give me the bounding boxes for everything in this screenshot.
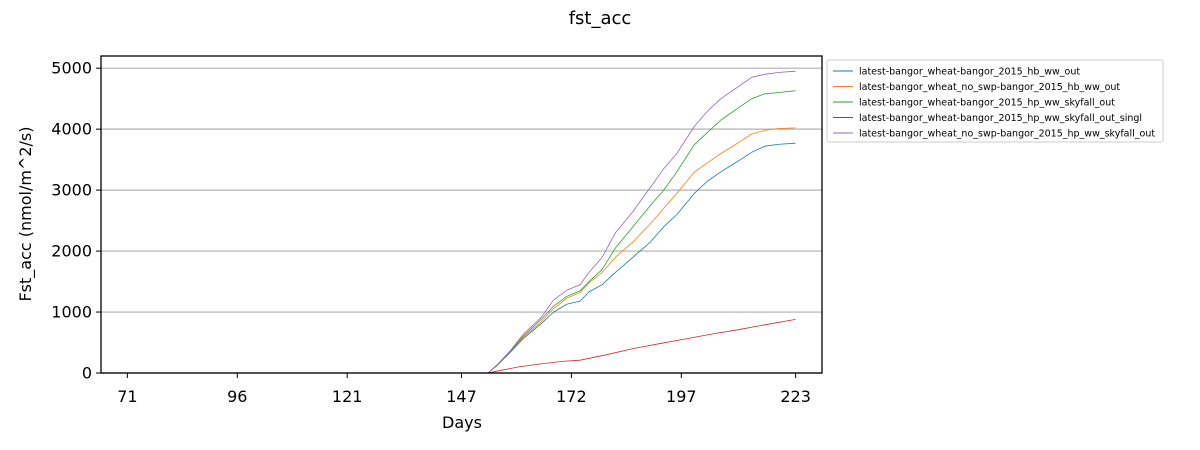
y-axis-title: Fst_acc (nmol/m^2/s) [16, 126, 36, 301]
y-tick-label: 4000 [51, 120, 92, 139]
y-tick-label: 3000 [51, 181, 92, 200]
x-tick-label: 121 [332, 387, 363, 406]
legend-label: latest-bangor_wheat-bangor_2015_hp_ww_sk… [859, 113, 1142, 124]
series-layer [127, 70, 796, 374]
x-tick-label: 147 [446, 387, 477, 406]
legend-label: latest-bangor_wheat-bangor_2015_hp_ww_sk… [859, 98, 1115, 109]
series-line-1 [127, 142, 796, 374]
legend-label: latest-bangor_wheat_no_swp-bangor_2015_h… [859, 129, 1155, 140]
x-axis: 71 96 121 147 172 197 223 [117, 373, 811, 406]
y-tick-label: 0 [82, 364, 92, 383]
y-axis: 0 1000 2000 3000 4000 5000 [51, 59, 101, 383]
x-axis-title: Days [442, 413, 482, 432]
grid-lines [101, 67, 822, 374]
plot-frame [100, 55, 823, 374]
series-line-3 [127, 90, 796, 374]
chart-title: fst_acc [569, 8, 632, 29]
legend-box [826, 59, 1164, 143]
x-tick-label: 71 [117, 387, 137, 406]
y-tick-label: 1000 [51, 303, 92, 322]
x-tick-label: 197 [666, 387, 697, 406]
legend-label: latest-bangor_wheat_no_swp-bangor_2015_h… [859, 82, 1120, 93]
series-line-5 [127, 70, 796, 374]
x-tick-label: 96 [227, 387, 247, 406]
legend-label: latest-bangor_wheat-bangor_2015_hb_ww_ou… [859, 67, 1080, 78]
x-tick-label: 223 [780, 387, 811, 406]
series-line-2 [127, 127, 796, 374]
y-tick-label: 2000 [51, 242, 92, 261]
y-tick-label: 5000 [51, 59, 92, 78]
legend: latest-bangor_wheat-bangor_2015_hb_ww_ou… [826, 59, 1164, 143]
x-tick-label: 172 [556, 387, 587, 406]
series-line-4 [127, 319, 796, 374]
